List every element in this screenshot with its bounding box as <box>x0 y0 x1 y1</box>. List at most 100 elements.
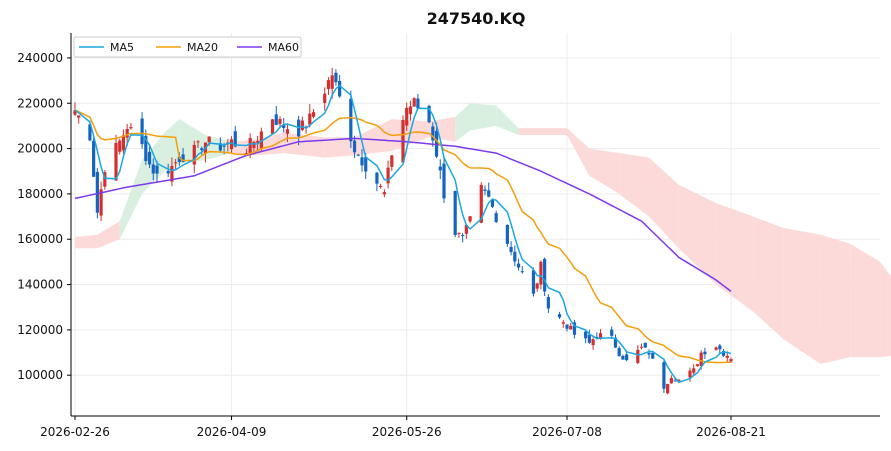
candle-body <box>621 355 625 360</box>
candle-body <box>121 135 126 151</box>
candle-body <box>584 331 588 339</box>
candle-body <box>666 383 670 394</box>
candle-body <box>323 93 327 103</box>
candle-body <box>692 368 696 373</box>
candle-body <box>77 115 81 118</box>
candle-body <box>95 171 99 213</box>
x-tick-label: 2026-07-08 <box>532 425 602 439</box>
candle-body <box>587 334 591 343</box>
candle-body <box>453 190 457 235</box>
candle-body <box>114 142 118 181</box>
cloud-segment <box>324 137 355 158</box>
y-tick-label: 240000 <box>17 51 63 65</box>
candle-body <box>364 157 368 172</box>
candle-body <box>170 165 174 182</box>
candle-body <box>591 339 595 346</box>
candle-body <box>270 119 275 134</box>
candle-body <box>636 349 640 363</box>
candle-body <box>494 213 498 223</box>
candle-body <box>598 333 603 339</box>
candle-body <box>625 354 629 361</box>
ma60-line <box>74 137 732 292</box>
legend: MA5 MA20 MA60 <box>73 36 302 58</box>
candle-body <box>714 347 718 350</box>
candle-body <box>88 124 92 141</box>
candle-body <box>174 162 178 164</box>
candle-body <box>285 129 290 134</box>
candle-body <box>703 351 707 355</box>
candle-body <box>509 246 513 253</box>
candle-body <box>557 314 562 318</box>
candle-body <box>595 336 599 338</box>
cloud-segment <box>518 128 567 135</box>
candle-body <box>464 224 468 234</box>
y-tick-label: 100000 <box>17 368 63 382</box>
candle-body <box>513 251 517 262</box>
candle-body <box>408 106 413 115</box>
y-tick-label: 140000 <box>17 278 63 292</box>
candle-body <box>129 127 133 129</box>
candle-body <box>516 263 521 268</box>
candle-body <box>330 75 334 89</box>
candle-body <box>349 98 353 142</box>
cloud-segment <box>716 202 754 312</box>
candle-body <box>229 139 234 150</box>
candle-body <box>729 359 733 362</box>
candle-body <box>405 107 409 126</box>
candle-body <box>248 138 252 156</box>
candle-body <box>677 379 681 381</box>
candle-body <box>468 216 472 222</box>
candle-body <box>561 322 565 324</box>
cloud-segment <box>205 134 232 160</box>
candle-body <box>539 261 543 285</box>
candle-body <box>144 135 148 162</box>
candle-body <box>438 166 442 171</box>
candle-body <box>278 118 282 125</box>
candle-body <box>412 98 416 107</box>
candle-body <box>416 98 420 109</box>
candle-body <box>662 362 666 389</box>
candle-body <box>721 351 726 356</box>
candle-body <box>140 118 144 145</box>
legend-label-ma60: MA60 <box>268 41 299 54</box>
candle-body <box>505 225 509 244</box>
cloud-segment <box>257 132 284 156</box>
candle-body <box>125 128 129 138</box>
candle-body <box>207 136 211 143</box>
candle-body <box>442 163 446 199</box>
ma5-line <box>74 84 732 384</box>
candle-body <box>520 271 524 273</box>
candle-body <box>643 342 647 348</box>
candle-body <box>699 352 703 367</box>
cloud-segment <box>619 153 649 217</box>
candle-body <box>572 322 577 335</box>
candle-body <box>311 112 316 117</box>
cloud-segment <box>283 132 325 158</box>
candle-body <box>434 130 439 157</box>
candle-body <box>669 378 673 384</box>
cloud-segment <box>649 157 679 249</box>
ma20-line <box>74 109 731 364</box>
candle-body <box>252 141 256 149</box>
candle-body <box>338 80 342 97</box>
candle-body <box>151 164 155 174</box>
candle-body <box>181 154 185 162</box>
x-tick-label: 2026-02-26 <box>40 425 110 439</box>
candle-body <box>166 170 170 174</box>
candle-body <box>483 189 487 191</box>
candle-body <box>651 352 655 359</box>
cloud-segment <box>820 234 851 364</box>
candle-body <box>222 145 226 147</box>
candle-body <box>196 141 200 143</box>
cloud-segment <box>354 119 392 156</box>
x-tick-label: 2026-08-21 <box>696 425 766 439</box>
candle-body <box>695 364 700 367</box>
moving-average-lines <box>74 84 732 384</box>
candle-body <box>274 114 278 125</box>
candle-body <box>192 144 196 165</box>
y-tick-label: 180000 <box>17 187 63 201</box>
cloud-segment <box>567 128 590 176</box>
cloud-segment <box>455 103 471 142</box>
cloud-segment <box>470 103 497 131</box>
